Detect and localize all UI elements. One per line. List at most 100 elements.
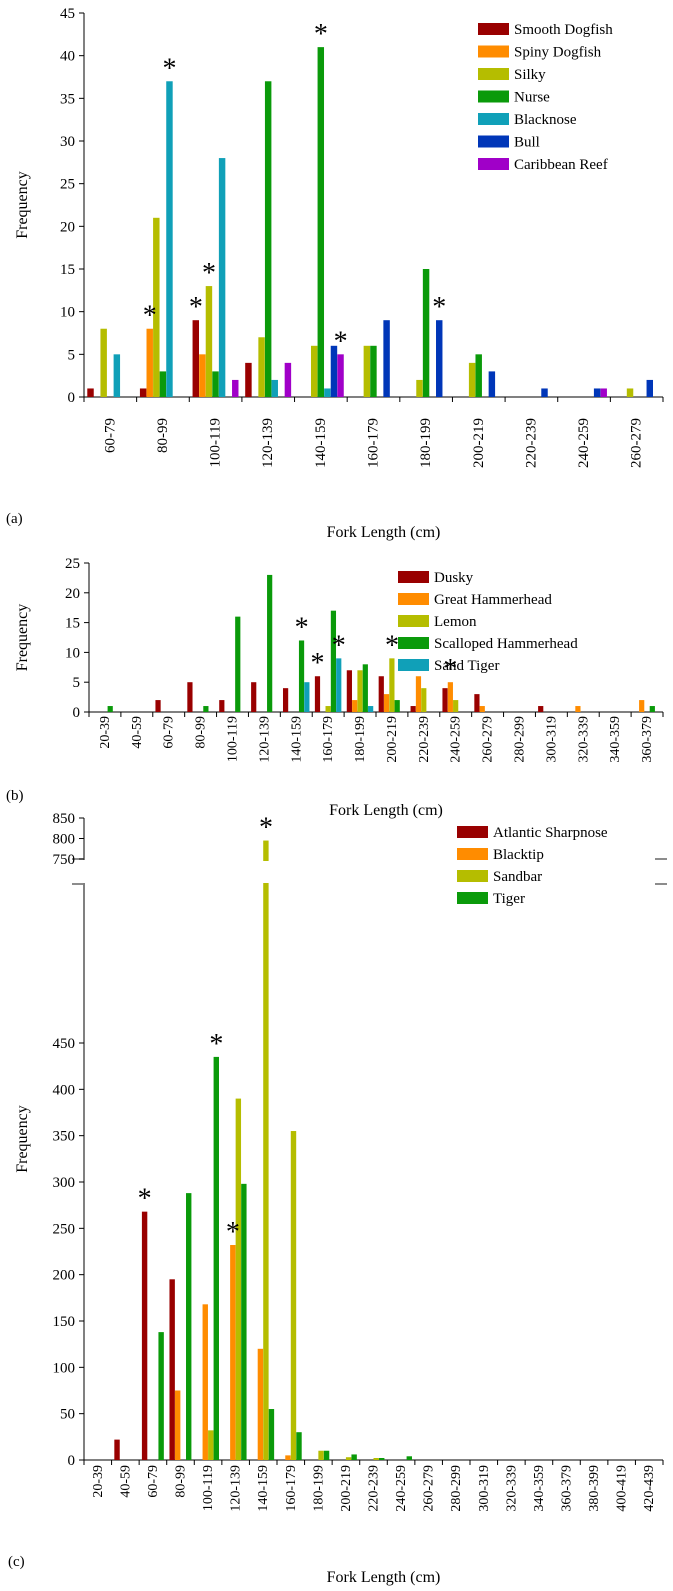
bar: [141, 1211, 148, 1460]
x-tick-label: 380-399: [587, 1465, 602, 1512]
x-tick-label: 60-79: [162, 716, 177, 749]
x-tick-label: 280-299: [449, 1465, 464, 1512]
x-tick-label: 240-259: [394, 1465, 409, 1512]
y-tick-label: 200: [53, 1268, 76, 1284]
bar: [626, 388, 634, 397]
bar: [267, 574, 273, 712]
x-tick-label: 80-99: [174, 1465, 189, 1498]
x-tick-label: 320-339: [576, 716, 591, 763]
bar: [139, 388, 147, 397]
bar-break-gap: [262, 861, 270, 883]
bar: [345, 1457, 352, 1460]
bar: [241, 1183, 247, 1460]
bar: [394, 700, 400, 712]
legend-label: Spiny Dogfish: [514, 45, 602, 61]
legend-swatch: [478, 45, 509, 58]
x-tick-label: 180-199: [311, 1465, 326, 1512]
bar: [352, 700, 358, 712]
bar: [114, 1439, 120, 1460]
bar: [310, 345, 318, 397]
x-tick-label: 180-199: [418, 418, 434, 468]
y-tick-label: 350: [53, 1129, 76, 1145]
bar: [406, 1456, 412, 1460]
bar: [323, 1450, 330, 1460]
x-tick-label: 40-59: [130, 716, 145, 749]
x-tick-label: 240-259: [576, 418, 592, 468]
x-tick-label: 300-319: [544, 716, 559, 763]
bar: [368, 706, 374, 712]
bar: [169, 1279, 175, 1460]
bar: [100, 328, 107, 397]
bar: [174, 1390, 181, 1460]
bar: [87, 388, 94, 397]
x-tick-label: 100-119: [226, 716, 241, 762]
bar: [155, 700, 161, 712]
x-tick-label: 200-219: [339, 1465, 354, 1512]
bar: [285, 1455, 291, 1460]
legend-swatch: [398, 659, 429, 671]
significance-marker: *: [311, 648, 325, 679]
bar: [325, 706, 331, 712]
legend-label: Great Hammerhead: [434, 592, 552, 608]
chart-panel-c: 0 50 100 150 200 250 300 350 400 450 750 800 850 20-3…: [8, 811, 667, 1586]
panel-label: (c): [8, 1554, 25, 1570]
legend-label: Blacknose: [514, 112, 577, 128]
bar: [219, 700, 225, 712]
bar: [146, 328, 153, 397]
bar: [415, 676, 422, 712]
bar: [447, 682, 453, 712]
bar: [296, 1432, 302, 1460]
bar: [218, 158, 226, 397]
significance-marker: *: [295, 612, 309, 643]
x-tick-label: 220-239: [523, 418, 539, 468]
panel-label: (a): [6, 511, 23, 527]
bar: [346, 670, 352, 712]
x-tick-label: 260-279: [629, 418, 645, 468]
bar: [436, 320, 443, 397]
y-tick-label: 20: [65, 586, 80, 602]
bar: [639, 700, 645, 712]
bar: [186, 1193, 192, 1460]
legend-label: Bull: [514, 135, 540, 151]
bar: [575, 706, 581, 712]
bar: [474, 694, 480, 712]
bar: [363, 345, 371, 397]
bar: [202, 1304, 208, 1460]
significance-marker: *: [143, 301, 157, 332]
bar: [475, 354, 482, 397]
legend-label: Dusky: [434, 570, 474, 586]
bar: [324, 388, 331, 397]
significance-marker: *: [314, 19, 328, 50]
legend-label: Caribbean Reef: [514, 157, 608, 173]
bar: [263, 840, 269, 1460]
bar: [318, 1450, 324, 1460]
bar: [159, 371, 167, 397]
x-axis-label: Fork Length (cm): [327, 1569, 441, 1586]
bar: [290, 1131, 297, 1460]
bar: [212, 371, 219, 397]
bar: [264, 81, 272, 398]
legend-label: Silky: [514, 67, 546, 83]
significance-marker: *: [163, 53, 177, 84]
x-tick-label: 140-159: [256, 1465, 271, 1512]
bar: [389, 658, 395, 712]
x-tick-label: 200-219: [471, 418, 487, 468]
y-tick-label: 35: [60, 91, 75, 107]
axis-break-gap: [72, 860, 94, 883]
bar: [199, 354, 206, 397]
significance-marker: *: [432, 292, 446, 323]
bar: [153, 217, 160, 397]
bar: [205, 286, 213, 397]
y-axis-label: Frequency: [14, 604, 31, 672]
significance-marker: *: [189, 292, 203, 323]
bar: [379, 1458, 385, 1460]
x-tick-label: 140-159: [289, 716, 304, 763]
legend-swatch: [457, 892, 488, 904]
y-tick-label: 750: [53, 852, 76, 868]
x-tick-label: 300-319: [477, 1465, 492, 1512]
significance-marker: *: [443, 654, 457, 685]
bar: [232, 379, 239, 397]
x-tick-label: 80-99: [194, 716, 209, 749]
bar: [541, 388, 548, 397]
bar: [235, 616, 241, 712]
